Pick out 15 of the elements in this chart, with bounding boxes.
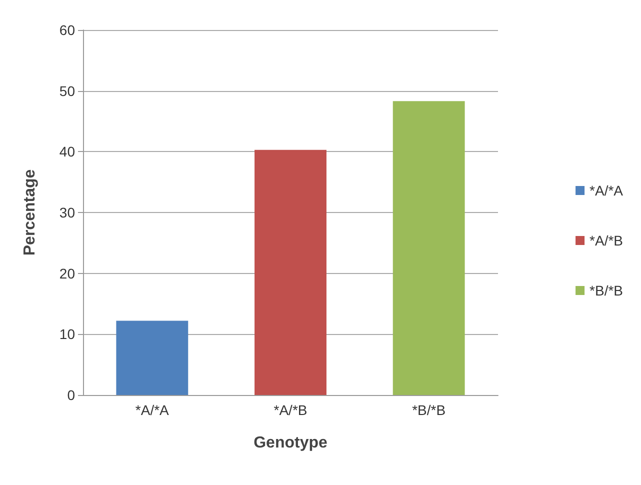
y-tick-label: 0 [67, 387, 76, 403]
legend-label: *B/*B [590, 282, 624, 298]
y-axis-title: Percentage [22, 169, 38, 256]
legend-label: *A/*B [590, 232, 624, 248]
x-axis-title: Genotype [254, 434, 328, 452]
y-tick-label: 40 [59, 144, 76, 160]
y-tick-label: 50 [59, 82, 76, 99]
legend-label: *A/*A [590, 182, 624, 198]
y-tick-label: 60 [59, 22, 76, 38]
x-tick-label: *B/*B [412, 402, 446, 418]
y-tick-label: 30 [59, 204, 76, 220]
x-tick-label: *A/*A [135, 402, 170, 418]
y-tick-label: 20 [59, 265, 76, 282]
y-tick-label: 10 [59, 326, 76, 342]
x-tick-label: *A/*B [274, 402, 308, 418]
